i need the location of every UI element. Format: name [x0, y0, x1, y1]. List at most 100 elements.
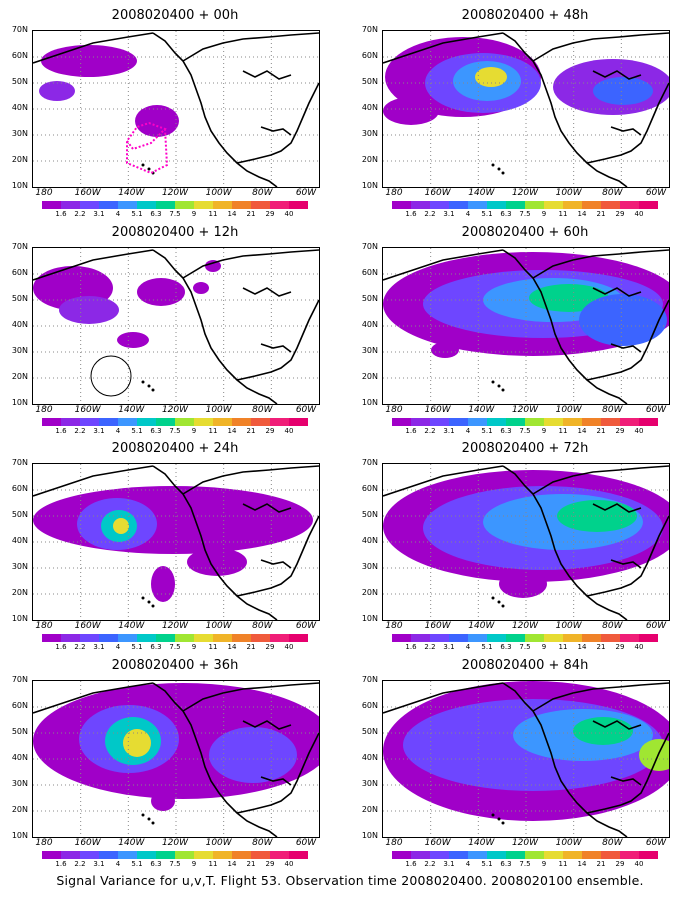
colorbar-level-label: 5.1 [131, 427, 143, 435]
colorbar-swatch [137, 201, 156, 209]
lon-tick-label: 160W [424, 838, 451, 848]
coastline [383, 32, 669, 187]
map-plot [382, 463, 670, 621]
island [141, 813, 145, 817]
island [497, 384, 501, 388]
colorbar-swatch [563, 418, 582, 426]
colorbar-swatch [392, 634, 411, 642]
colorbar-swatch [270, 634, 289, 642]
island [501, 388, 505, 392]
colorbar-swatch [468, 851, 487, 859]
lon-tick-label: 60W [295, 188, 317, 198]
colorbar-swatch [601, 201, 620, 209]
lon-tick-label: 120W [161, 838, 189, 848]
colorbar [392, 634, 658, 642]
lat-tick-label: 40N [361, 320, 378, 329]
variance-contour [557, 500, 637, 532]
colorbar-level-label: 9 [541, 427, 547, 435]
colorbar-level-label: 29 [615, 210, 625, 218]
colorbar-level-label: 40 [634, 860, 644, 868]
colorbar-level-label: 3.1 [443, 210, 455, 218]
map-svg [33, 464, 319, 620]
map-svg [383, 31, 669, 187]
lon-tick-label: 80W [602, 188, 623, 198]
colorbar-swatch [430, 201, 449, 209]
colorbar-level-label: 5.1 [131, 643, 143, 651]
colorbar-level-label: 6.3 [150, 427, 162, 435]
variance-contour [205, 260, 221, 272]
colorbar [42, 418, 308, 426]
colorbar-swatch [639, 201, 658, 209]
lat-tick-label: 70N [361, 25, 378, 34]
lat-tick-label: 10N [361, 398, 378, 407]
colorbar-swatch [80, 634, 99, 642]
lat-tick-label: 20N [11, 155, 28, 164]
colorbar-swatch [42, 201, 61, 209]
panel-title: 2008020400 + 60h [461, 225, 589, 240]
colorbar-level-label: 1.6 [55, 860, 67, 868]
lat-tick-label: 20N [11, 372, 28, 381]
colorbar-level-label: 3.1 [93, 210, 105, 218]
lon-tick-label: 60W [645, 838, 667, 848]
colorbar [392, 201, 658, 209]
lon-tick-label: 180 [35, 405, 53, 415]
colorbar-swatch [449, 418, 468, 426]
colorbar-swatch [289, 418, 308, 426]
colorbar-swatch [430, 634, 449, 642]
colorbar-level-label: 14 [227, 210, 237, 218]
map-svg [383, 464, 669, 620]
colorbar-level-label: 5.1 [481, 643, 493, 651]
colorbar-swatch [525, 634, 544, 642]
colorbar-level-label: 2.2 [424, 210, 436, 218]
colorbar-swatch [411, 201, 430, 209]
lon-tick-label: 180 [385, 405, 403, 415]
colorbar-swatch [411, 851, 430, 859]
colorbar-level-label: 11 [208, 860, 218, 868]
colorbar-swatch [563, 851, 582, 859]
colorbar-level-label: 4 [465, 210, 471, 218]
lon-tick-label: 60W [645, 621, 667, 631]
colorbar-swatch [449, 201, 468, 209]
lon-tick-label: 140W [118, 405, 145, 415]
lon-tick-label: 60W [295, 621, 317, 631]
lon-tick-label: 100W [555, 188, 582, 198]
colorbar-level-label: 21 [596, 643, 606, 651]
colorbar-swatch [99, 634, 118, 642]
colorbar-swatch [175, 634, 194, 642]
variance-contour [383, 97, 439, 125]
panel-title: 2008020400 + 24h [111, 441, 239, 456]
colorbar-level-label: 4 [115, 210, 121, 218]
lon-tick-label: 180 [385, 838, 403, 848]
map-svg [33, 681, 319, 837]
colorbar-swatch [137, 851, 156, 859]
lat-tick-label: 70N [361, 242, 378, 251]
colorbar-swatch [639, 418, 658, 426]
island [147, 817, 151, 821]
colorbar-level-label: 5.1 [131, 210, 143, 218]
lat-tick-label: 30N [361, 129, 378, 138]
colorbar-level-label: 7.5 [169, 210, 181, 218]
colorbar-swatch [544, 634, 563, 642]
colorbar-level-label: 2.2 [424, 427, 436, 435]
colorbar-swatch [270, 201, 289, 209]
lon-tick-label: 120W [511, 838, 539, 848]
lon-tick-label: 100W [555, 621, 582, 631]
map-svg [33, 248, 319, 404]
variance-contour [193, 282, 209, 294]
lon-tick-label: 140W [468, 838, 495, 848]
colorbar [42, 201, 308, 209]
lat-tick-label: 50N [361, 510, 378, 519]
colorbar-swatch [80, 418, 99, 426]
lon-tick-label: 60W [295, 838, 317, 848]
colorbar-swatch [563, 201, 582, 209]
colorbar-swatch [468, 634, 487, 642]
colorbar-level-label: 6.3 [500, 860, 512, 868]
lat-tick-label: 40N [361, 536, 378, 545]
colorbar-swatch [582, 851, 601, 859]
colorbar-swatch [232, 201, 251, 209]
lat-tick-label: 30N [361, 562, 378, 571]
lat-tick-label: 50N [361, 727, 378, 736]
coastline [33, 249, 319, 404]
colorbar-swatch [392, 418, 411, 426]
map-plot [382, 30, 670, 188]
